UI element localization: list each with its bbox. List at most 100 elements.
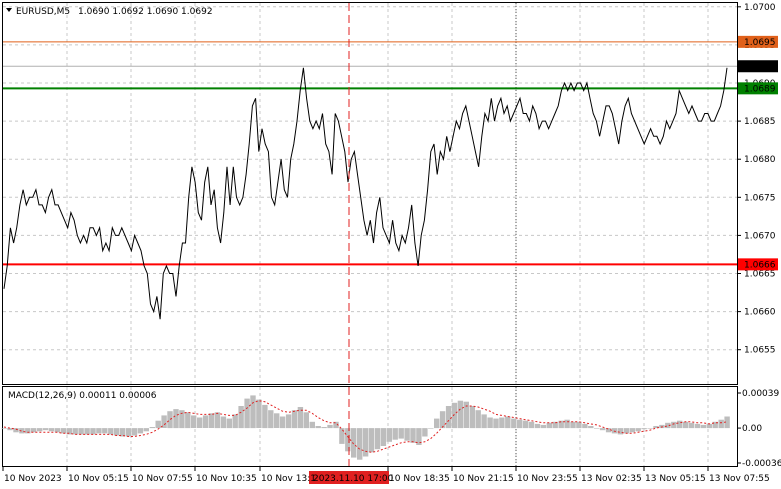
macd-bar — [445, 406, 452, 429]
macd-bar — [48, 428, 55, 432]
price-tick-label: 1.0665 — [744, 270, 776, 280]
price-tick-label: 1.0655 — [744, 346, 776, 356]
macd-bar — [220, 416, 227, 429]
time-axis: 10 Nov 2023 10 Nov 05:15 10 Nov 07:55 10 No… — [2, 467, 770, 484]
macd-bar — [682, 421, 689, 429]
time-tick-label: 10 Nov 10:35 — [196, 474, 257, 484]
macd-bar — [321, 427, 327, 429]
time-tick-label: 10 Nov 2023 — [4, 474, 62, 484]
macd-bar — [511, 418, 517, 429]
level-label-box — [738, 82, 778, 95]
macd-bar — [31, 428, 37, 433]
macd-bar — [125, 428, 132, 437]
macd-bar — [493, 418, 499, 429]
price-series — [3, 67, 728, 320]
macd-bar — [653, 426, 659, 429]
macd-bar — [119, 428, 126, 437]
level-label-box — [738, 258, 778, 271]
macd-bar — [96, 428, 102, 434]
level-label: 1.0666 — [744, 260, 776, 270]
time-tick-label: 10 Nov 05:15 — [68, 474, 129, 484]
macd-bar — [487, 417, 493, 428]
macd-bar — [149, 427, 155, 429]
macd-bar — [540, 424, 547, 429]
macd-bar — [114, 428, 120, 436]
macd-tick-label: 0.00039 — [742, 389, 779, 399]
macd-bar — [197, 417, 203, 428]
macd-bar — [582, 423, 588, 429]
macd-bar — [475, 410, 481, 429]
macd-tick-label: 0.00 — [742, 424, 762, 434]
time-tick-label: 10 Nov 18:35 — [389, 474, 450, 484]
macd-bar — [238, 406, 244, 429]
macd-bar — [143, 428, 149, 432]
macd-bar — [291, 410, 298, 429]
macd-bar — [700, 424, 707, 429]
macd-bar — [576, 421, 582, 429]
macd-title: MACD(12,26,9) 0.00011 0.00006 — [8, 391, 157, 401]
macd-indicator — [1, 395, 730, 460]
price-tick-label: 1.0700 — [744, 3, 776, 13]
macd-bar — [191, 415, 197, 428]
macd-bar — [173, 409, 179, 429]
macd-bar — [309, 421, 315, 429]
macd-bar — [380, 428, 387, 446]
macd-bar — [386, 428, 392, 442]
macd-bar — [469, 406, 475, 429]
time-tick-label: 13 Nov 07:55 — [709, 474, 770, 484]
macd-bar — [297, 407, 304, 429]
macd-bar — [19, 428, 25, 434]
time-tick-label: 10 Nov 23:55 — [517, 474, 578, 484]
macd-bar — [694, 423, 701, 429]
macd-bar — [333, 421, 339, 429]
macd-bar — [428, 428, 434, 429]
macd-bar — [202, 415, 209, 428]
macd-bar — [303, 412, 309, 429]
level-label: 1.0692 — [744, 62, 776, 72]
crosshair: 2023.11.10 17:00 — [309, 3, 394, 484]
macd-bar — [552, 421, 558, 429]
macd-bar — [226, 418, 232, 429]
macd-axis: 0.00039 0.00 -0.00036 — [737, 389, 781, 469]
signal-line — [3, 400, 728, 453]
macd-bar — [617, 428, 624, 435]
macd-bar — [605, 428, 612, 433]
price-tick-label: 1.0685 — [744, 117, 776, 127]
macd-bar — [42, 428, 49, 431]
macd-bar — [599, 428, 606, 431]
macd-bar — [641, 428, 647, 430]
dropdown-triangle-icon[interactable] — [6, 8, 12, 12]
macd-bar — [688, 422, 695, 429]
macd-bar — [368, 428, 375, 453]
macd-bar — [570, 421, 576, 429]
macd-bar — [131, 428, 138, 436]
macd-bar — [137, 428, 144, 434]
macd-bar — [712, 421, 718, 429]
macd-bar — [546, 422, 552, 429]
macd-bar — [256, 399, 262, 428]
level-label: 1.0689 — [744, 84, 776, 94]
macd-bar — [665, 422, 671, 429]
macd-bar — [422, 428, 428, 437]
macd-plot-frame — [2, 386, 738, 467]
macd-bar — [392, 428, 398, 440]
macd-bar — [7, 428, 13, 431]
macd-bar — [439, 411, 446, 429]
macd-bar — [315, 426, 321, 429]
macd-bar — [362, 428, 369, 457]
ohlc-values: 1.0690 1.0692 1.0690 1.0692 — [78, 7, 213, 17]
macd-bar — [434, 418, 440, 429]
macd-bar — [13, 428, 19, 433]
macd-bar — [499, 417, 505, 428]
macd-bar — [327, 424, 333, 429]
macd-bar — [268, 410, 274, 429]
macd-bar — [84, 428, 90, 435]
macd-bar — [404, 428, 410, 441]
crosshair-time-box — [309, 471, 389, 484]
macd-bar — [60, 428, 67, 434]
macd-bar — [90, 428, 96, 435]
macd-bar — [274, 413, 280, 428]
time-tick-label: 13 Nov 05:15 — [645, 474, 706, 484]
macd-bar — [647, 428, 653, 429]
chart-header: EURUSD,M5 1.0690 1.0692 1.0690 1.0692 — [6, 7, 213, 17]
